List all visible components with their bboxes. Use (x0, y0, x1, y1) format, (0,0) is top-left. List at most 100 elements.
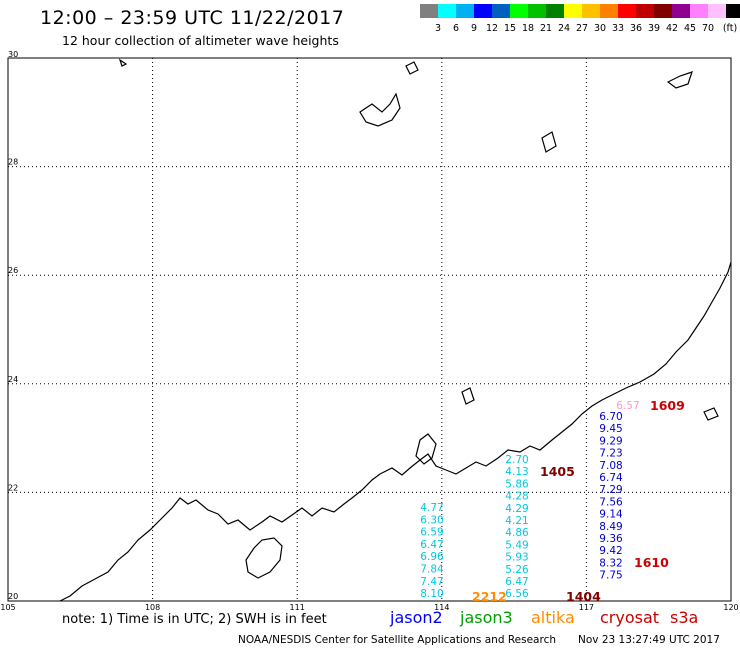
legend-swatch (600, 4, 618, 18)
wave-height-value: 6.59 (420, 527, 443, 539)
satellite-jason3: jason3 (460, 608, 513, 627)
legend-swatch (420, 4, 438, 18)
legend-label: 24 (557, 23, 571, 34)
legend-swatch (474, 4, 492, 18)
track-time-label: 1609 (650, 398, 685, 413)
wave-height-value: 4.21 (505, 515, 528, 527)
wave-height-value: 6.47 (420, 539, 443, 551)
island-a (359, 92, 401, 127)
wave-height-value: 5.49 (505, 539, 528, 551)
legend-label: 18 (521, 23, 535, 34)
wave-height-value: 4.29 (505, 503, 528, 515)
legend-swatch (708, 4, 726, 18)
wave-height-value: 6.57 (616, 400, 639, 412)
pearl-river-delta (415, 433, 437, 465)
lat-label: 30 (8, 50, 18, 59)
wave-height-value: 8.10 (420, 588, 443, 600)
island-e (703, 407, 719, 421)
wave-height-value: 6.56 (505, 588, 529, 600)
legend-label: 36 (629, 23, 643, 34)
legend-label: 70 (701, 23, 715, 34)
lat-label: 26 (8, 266, 18, 275)
legend-label: 6 (452, 23, 460, 34)
map-title: 12:00 – 23:59 UTC 11/22/2017 (40, 7, 345, 29)
legend-swatch (582, 4, 600, 18)
graticule (8, 58, 731, 601)
lat-label: 20 (8, 592, 18, 601)
wave-height-value: 6.70 (599, 411, 622, 423)
notes-text: note: 1) Time is in UTC; 2) SWH is in fe… (62, 612, 327, 627)
legend-swatch (528, 4, 546, 18)
wave-height-value: 8.32 (599, 557, 622, 569)
credit-text: NOAA/NESDIS Center for Satellite Applica… (238, 634, 556, 646)
legend-swatch (546, 4, 564, 18)
wave-height-value: 7.23 (599, 448, 622, 460)
lat-label: 24 (8, 375, 18, 384)
wave-height-value: 5.86 (505, 478, 529, 490)
lon-label: 108 (145, 603, 160, 612)
hainan-coast (245, 537, 283, 579)
satellite-s3a: s3a (670, 608, 699, 627)
wave-height-value: 9.45 (599, 423, 622, 435)
lat-label: 22 (8, 483, 18, 492)
track-time-label: 1405 (540, 464, 575, 479)
legend-label: 3 (434, 23, 442, 34)
satellite-cryosat: cryosat (600, 608, 660, 627)
island-c (541, 131, 557, 153)
coastline (59, 58, 732, 602)
wave-height-value: 2.70 (505, 454, 528, 466)
island-f (461, 387, 475, 405)
wave-height-value: 7.75 (599, 570, 622, 582)
legend-swatch (456, 4, 474, 18)
track-time-label: 2212 (472, 589, 507, 604)
wave-height-value: 5.93 (505, 552, 528, 564)
legend-swatch (690, 4, 708, 18)
wave-height-value: 8.49 (599, 521, 622, 533)
track-time-label: 1404 (566, 589, 601, 604)
legend-label: 12 (485, 23, 499, 34)
island-g (118, 58, 128, 67)
legend-label: 45 (683, 23, 697, 34)
satellite-altika: altika (531, 608, 575, 627)
satellite-jason2: jason2 (390, 608, 443, 627)
wave-height-value: 7.08 (599, 460, 622, 472)
wave-height-value: 6.47 (505, 576, 528, 588)
legend-swatch (636, 4, 654, 18)
wave-height-value: 9.36 (599, 533, 623, 545)
altimeter-tracks: 1609 6.57 1405 2.704.135.864.284.294.214.86… (420, 398, 684, 604)
island-b (405, 61, 419, 75)
lon-label: 120 (723, 603, 738, 612)
wave-height-value: 9.42 (599, 545, 622, 557)
wave-height-value: 7.56 (599, 496, 623, 508)
wave-height-value: 6.30 (420, 514, 443, 526)
wave-height-value: 9.29 (599, 435, 622, 447)
legend-swatch (618, 4, 636, 18)
legend-label: 15 (503, 23, 517, 34)
wave-height-value: 6.74 (599, 472, 623, 484)
map-subtitle: 12 hour collection of altimeter wave hei… (62, 33, 339, 48)
legend-swatch (726, 4, 740, 18)
wave-height-value: 6.96 (420, 551, 444, 563)
legend-swatch (492, 4, 510, 18)
legend-label: 42 (665, 23, 679, 34)
wave-height-value: 9.14 (599, 509, 623, 521)
map-frame (7, 57, 732, 602)
wave-height-value: 4.77 (420, 502, 443, 514)
legend-label: 27 (575, 23, 589, 34)
wave-height-value: 4.13 (505, 466, 528, 478)
created-timestamp: Nov 23 13:27:49 UTC 2017 (578, 634, 720, 646)
wave-height-value: 7.84 (420, 564, 444, 576)
legend-label: 33 (611, 23, 625, 34)
legend-swatch (510, 4, 528, 18)
legend-label: 30 (593, 23, 607, 34)
legend-swatch (564, 4, 582, 18)
legend-label: 9 (470, 23, 478, 34)
lon-label: 111 (290, 603, 305, 612)
island-d (666, 71, 693, 89)
legend-unit: (ft) (722, 23, 738, 34)
axis-labels: 105 108 111 114 117 120 30 28 26 24 22 20 (0, 50, 738, 612)
lon-label: 117 (579, 603, 594, 612)
legend-label: 39 (647, 23, 661, 34)
lon-label: 114 (434, 603, 449, 612)
